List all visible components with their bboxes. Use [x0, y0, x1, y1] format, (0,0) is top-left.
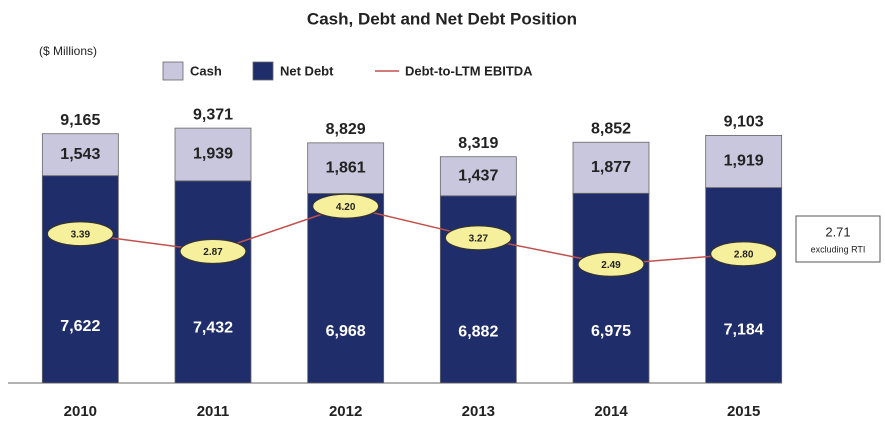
- total-label: 8,829: [326, 121, 366, 138]
- bar-segment: [41, 133, 119, 177]
- annotation-value: 2.71: [825, 224, 850, 239]
- unit-label: ($ Millions): [39, 44, 97, 58]
- ratio-label: 2.49: [601, 260, 621, 271]
- legend-label: Debt-to-LTM EBITDA: [405, 63, 533, 78]
- total-label: 9,165: [60, 112, 100, 129]
- data-label: 1,543: [60, 146, 100, 163]
- bar-segment: [307, 193, 385, 384]
- data-label: 6,975: [591, 323, 631, 340]
- data-label: 7,432: [193, 320, 233, 337]
- x-tick-label: 2012: [329, 403, 362, 420]
- legend-swatch: [252, 61, 274, 81]
- ratio-marker: [444, 225, 512, 251]
- bar-segment: [572, 141, 650, 194]
- chart-title: Cash, Debt and Net Debt Position: [307, 9, 577, 28]
- ratio-marker: [312, 193, 380, 219]
- bar-segment: [705, 134, 783, 188]
- total-label: 9,103: [724, 114, 764, 131]
- ratio-marker: [710, 241, 778, 267]
- x-tick-label: 2010: [64, 403, 97, 420]
- legend-swatch: [162, 61, 184, 81]
- data-label: 1,437: [458, 167, 498, 184]
- ratio-label: 3.39: [71, 229, 91, 240]
- total-label: 8,319: [458, 135, 498, 152]
- data-label: 6,968: [326, 323, 366, 340]
- data-label: 7,622: [60, 318, 100, 335]
- bar-segment: [705, 187, 783, 384]
- x-tick-label: 2014: [594, 403, 628, 420]
- data-label: 1,877: [591, 159, 631, 176]
- x-tick-label: 2015: [727, 403, 760, 420]
- ratio-marker: [179, 238, 247, 265]
- x-tick-label: 2011: [197, 403, 230, 420]
- ratio-label: 4.20: [336, 202, 356, 213]
- bar-segment: [307, 142, 385, 194]
- bar-segment: [439, 156, 517, 197]
- x-tick-label: 2013: [462, 403, 495, 420]
- data-label: 7,184: [724, 321, 764, 338]
- ratio-label: 3.27: [469, 233, 489, 244]
- data-label: 1,861: [326, 159, 366, 176]
- bar-segment: [174, 127, 252, 182]
- annotation-box: [795, 215, 881, 263]
- data-label: 1,939: [193, 146, 233, 163]
- bar-segment: [174, 180, 252, 384]
- legend-label: Net Debt: [280, 63, 334, 78]
- ratio-marker: [577, 251, 645, 277]
- total-label: 8,852: [591, 120, 631, 137]
- legend-label: Cash: [190, 63, 222, 78]
- bar-segment: [439, 195, 517, 384]
- total-label: 9,371: [193, 106, 233, 123]
- annotation-text: excluding RTI: [811, 244, 866, 254]
- data-label: 1,919: [724, 153, 764, 170]
- bar-segment: [572, 192, 650, 384]
- ratio-marker: [46, 221, 114, 247]
- bar-segment: [41, 175, 119, 384]
- ratio-label: 2.80: [734, 249, 754, 260]
- ratio-label: 2.87: [203, 247, 223, 258]
- data-label: 6,882: [458, 324, 498, 341]
